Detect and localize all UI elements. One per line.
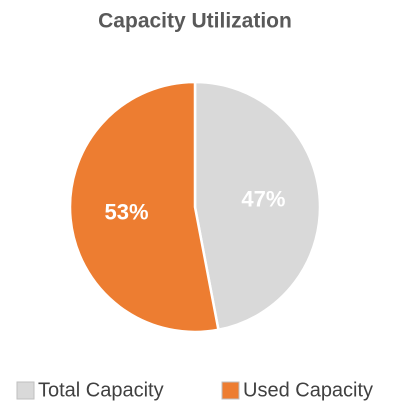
data-label: 47% [241, 186, 285, 211]
data-label: 53% [105, 199, 149, 224]
legend-label: Total Capacity [38, 379, 164, 401]
legend-swatch [221, 381, 240, 400]
pie-slice [193, 80, 322, 332]
legend-swatch [16, 381, 35, 400]
chart-title: Capacity Utilization [98, 10, 292, 33]
legend-label: Used Capacity [243, 379, 373, 401]
pie-slice [68, 80, 220, 334]
